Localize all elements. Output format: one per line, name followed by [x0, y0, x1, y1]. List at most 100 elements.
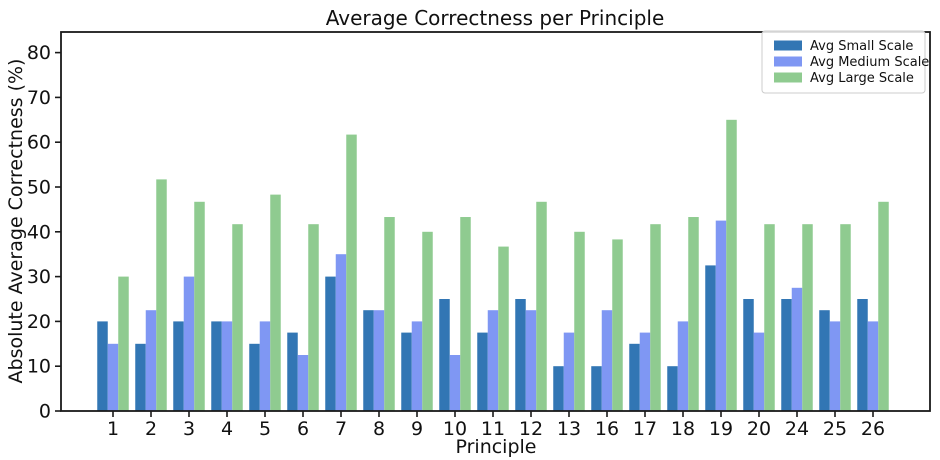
bar-principle10-series0	[439, 299, 450, 411]
bar-principle12-series2	[536, 201, 547, 411]
y-tick-label: 30	[27, 266, 51, 288]
bar-principle24-series1	[791, 287, 803, 411]
bar-principle2-series1	[145, 310, 157, 411]
bar-principle11-series0	[477, 332, 488, 411]
bar-principle7-series1	[335, 254, 347, 411]
bar-principle6-series1	[297, 355, 309, 411]
bar-principle2-series0	[135, 343, 146, 411]
bar-principle18-series0	[667, 366, 678, 411]
x-tick-label: 2	[145, 418, 157, 440]
x-tick-label: 3	[183, 418, 195, 440]
bar-principle4-series1	[221, 321, 233, 411]
bar-principle1-series1	[107, 343, 119, 411]
x-tick-label: 20	[747, 418, 771, 440]
bar-principle11-series1	[487, 310, 499, 411]
x-tick-label: 12	[519, 418, 543, 440]
bar-principle25-series0	[819, 310, 830, 411]
y-tick-label: 40	[27, 221, 51, 243]
bar-principle20-series2	[764, 224, 775, 411]
bar-principle8-series1	[373, 310, 385, 411]
bar-principle3-series1	[183, 276, 195, 411]
y-axis-label: Absolute Average Correctness (%)	[5, 59, 27, 384]
y-tick-label: 60	[27, 132, 51, 154]
bar-principle10-series1	[449, 355, 461, 411]
legend-label-0: Avg Small Scale	[810, 39, 913, 54]
y-tick-label: 0	[39, 401, 51, 423]
bar-principle19-series2	[726, 119, 737, 411]
bar-principle24-series2	[802, 224, 813, 411]
bar-principle24-series0	[781, 299, 792, 411]
bar-principle17-series2	[650, 224, 661, 411]
x-tick-label: 5	[259, 418, 271, 440]
bar-principle8-series0	[363, 310, 374, 411]
bar-principle16-series0	[591, 366, 602, 411]
bar-principle20-series0	[743, 299, 754, 411]
x-tick-label: 25	[823, 418, 847, 440]
bar-principle17-series1	[639, 332, 651, 411]
bar-principle2-series2	[156, 179, 167, 411]
x-tick-label: 18	[671, 418, 695, 440]
bar-principle9-series0	[401, 332, 412, 411]
x-tick-label: 24	[785, 418, 809, 440]
x-tick-label: 19	[709, 418, 733, 440]
bar-principle3-series0	[173, 321, 184, 411]
bar-principle4-series2	[232, 224, 243, 411]
y-tick-label: 10	[27, 356, 51, 378]
bar-principle26-series1	[867, 321, 879, 411]
legend-swatch-0	[774, 40, 802, 51]
x-tick-label: 17	[633, 418, 657, 440]
bar-principle9-series1	[411, 321, 423, 411]
bar-principle10-series2	[460, 217, 471, 411]
y-tick-label: 80	[27, 42, 51, 64]
bar-principle12-series1	[525, 310, 537, 411]
bar-principle7-series0	[325, 276, 336, 411]
plot-border	[60, 31, 931, 412]
bar-principle5-series1	[259, 321, 271, 411]
legend-swatch-2	[774, 72, 802, 83]
bar-principle18-series2	[688, 217, 699, 411]
legend-label-1: Avg Medium Scale	[810, 55, 929, 70]
chart-title: Average Correctness per Principle	[326, 6, 665, 30]
bar-principle6-series0	[287, 332, 298, 411]
x-tick-label: 10	[443, 418, 467, 440]
bar-principle25-series2	[840, 224, 851, 411]
x-tick-label: 13	[557, 418, 581, 440]
x-tick-label: 26	[861, 418, 885, 440]
x-tick-label: 9	[411, 418, 423, 440]
legend-swatch-1	[774, 56, 802, 67]
x-tick-label: 11	[481, 418, 505, 440]
bar-principle5-series0	[249, 343, 260, 411]
y-tick-label: 20	[27, 311, 51, 333]
bar-principle13-series2	[574, 231, 585, 411]
legend-label-2: Avg Large Scale	[810, 71, 914, 86]
bar-principle26-series2	[878, 201, 889, 411]
x-tick-label: 6	[297, 418, 309, 440]
bar-principle12-series0	[515, 299, 526, 411]
bar-principle26-series0	[857, 299, 868, 411]
bar-principle8-series2	[384, 217, 395, 411]
bar-principle3-series2	[194, 201, 205, 411]
x-tick-label: 16	[595, 418, 619, 440]
y-tick-label: 70	[27, 87, 51, 109]
bar-principle17-series0	[629, 343, 640, 411]
bar-principle7-series2	[346, 134, 357, 411]
bar-principle13-series1	[563, 332, 575, 411]
x-tick-label: 8	[373, 418, 385, 440]
bar-principle5-series2	[270, 194, 281, 411]
bar-principle16-series2	[612, 239, 623, 411]
bar-principle16-series1	[601, 310, 613, 411]
bar-principle18-series1	[677, 321, 689, 411]
x-tick-label: 1	[107, 418, 119, 440]
x-axis-label: Principle	[455, 436, 536, 458]
bar-principle1-series0	[97, 321, 108, 411]
bar-principle20-series1	[753, 332, 765, 411]
bar-principle9-series2	[422, 231, 433, 411]
legend-box	[761, 30, 926, 94]
bar-principle25-series1	[829, 321, 841, 411]
x-tick-label: 7	[335, 418, 347, 440]
y-tick-label: 50	[27, 177, 51, 199]
bar-principle19-series0	[705, 265, 716, 411]
bar-principle19-series1	[715, 220, 727, 411]
